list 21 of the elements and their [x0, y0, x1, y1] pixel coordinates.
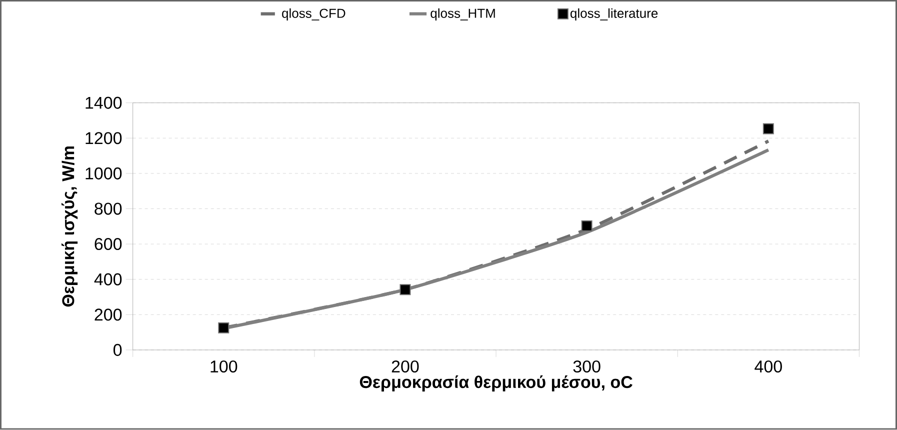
point — [218, 322, 230, 334]
y-tick-label: 1400 — [86, 96, 122, 109]
legend-label: qloss_literature — [570, 8, 658, 21]
x-tick-label: 400 — [754, 360, 782, 373]
y-axis-title: Θερμική ισχύς, W/m — [62, 146, 78, 307]
y-tick-label: 400 — [94, 273, 122, 286]
y-tick-label: 0 — [113, 344, 122, 356]
legend-label: qloss_HTM — [430, 8, 495, 21]
y-tick-label: 800 — [94, 202, 122, 215]
legend-label: qloss_CFD — [282, 8, 346, 21]
y-tick-label: 1200 — [86, 132, 122, 144]
x-tick-label: 100 — [210, 360, 238, 373]
x-tick-label: 200 — [392, 360, 419, 373]
y-tick-label: 1000 — [86, 168, 122, 180]
point — [762, 123, 774, 134]
x-axis-title: Θερμοκρασία θερμικού μέσου, oC — [360, 376, 632, 392]
point — [581, 220, 592, 232]
y-tick-label: 600 — [94, 238, 122, 250]
x-tick-label: 300 — [573, 360, 600, 373]
y-tick-label: 200 — [94, 308, 122, 321]
point — [400, 284, 411, 296]
